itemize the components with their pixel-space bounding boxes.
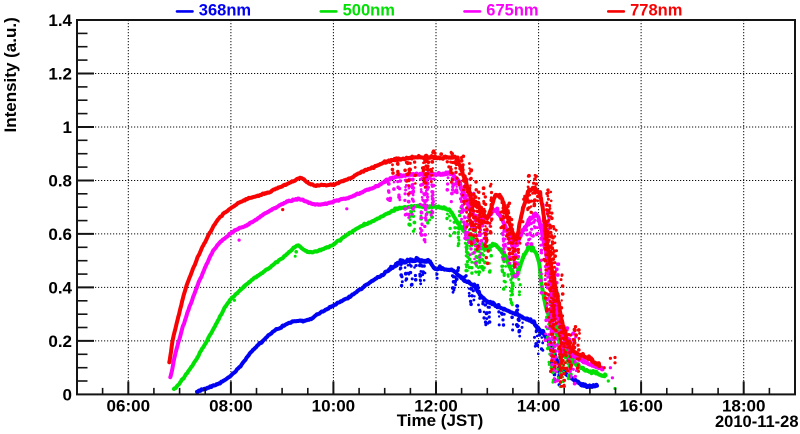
svg-text:10:00: 10:00 [312, 397, 355, 416]
svg-text:1.2: 1.2 [48, 65, 72, 84]
svg-text:16:00: 16:00 [619, 397, 662, 416]
svg-text:1.4: 1.4 [48, 11, 72, 30]
svg-text:675nm: 675nm [486, 2, 538, 20]
svg-text:0.6: 0.6 [48, 225, 72, 244]
svg-text:500nm: 500nm [343, 2, 395, 20]
svg-text:Intensity (a.u.): Intensity (a.u.) [1, 17, 20, 132]
svg-text:06:00: 06:00 [107, 397, 150, 416]
svg-text:368nm: 368nm [199, 2, 251, 20]
svg-text:12:00: 12:00 [414, 397, 457, 416]
svg-text:0: 0 [63, 386, 72, 405]
svg-text:18:00: 18:00 [722, 397, 765, 416]
svg-text:0.8: 0.8 [48, 172, 72, 191]
svg-text:14:00: 14:00 [517, 397, 560, 416]
svg-text:0.2: 0.2 [48, 332, 72, 351]
svg-text:2010-11-28: 2010-11-28 [715, 413, 799, 431]
svg-text:778nm: 778nm [630, 2, 682, 20]
svg-text:08:00: 08:00 [209, 397, 252, 416]
svg-text:1: 1 [63, 118, 72, 137]
svg-text:Time (JST): Time (JST) [397, 411, 484, 430]
svg-text:0.4: 0.4 [48, 279, 72, 298]
